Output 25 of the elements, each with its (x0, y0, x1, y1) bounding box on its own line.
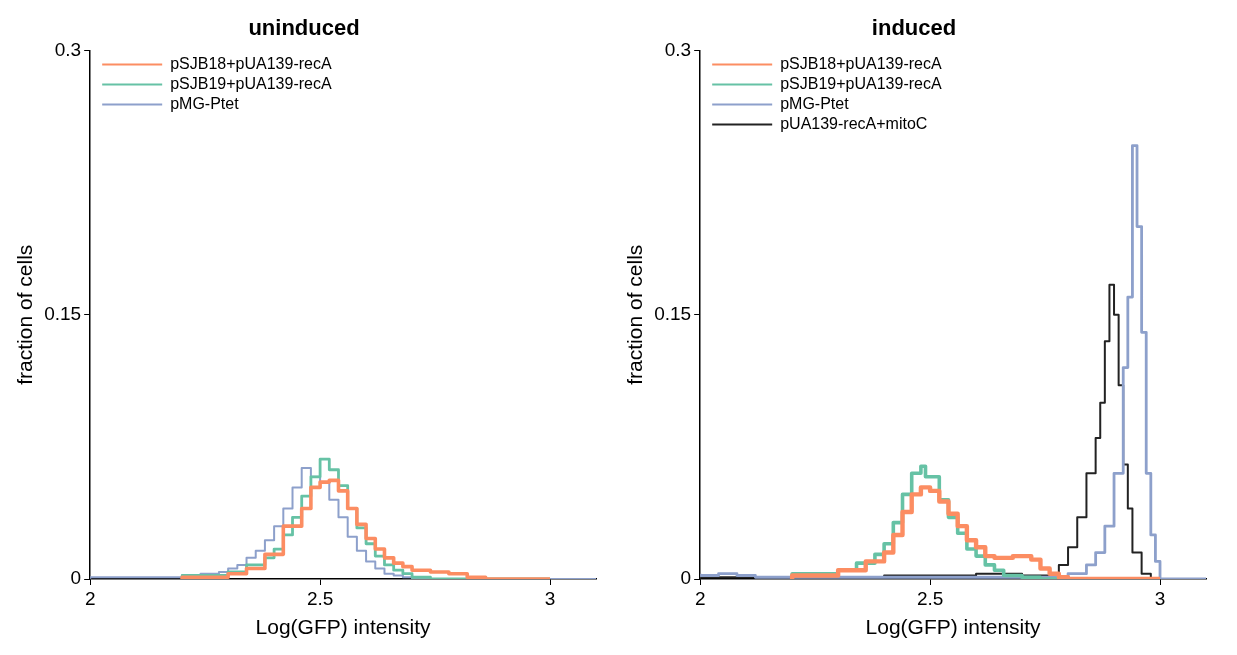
y-tick-label: 0.3 (54, 38, 82, 60)
x-tick-label: 3 (544, 587, 556, 609)
y-tick-label: 0.15 (654, 302, 692, 324)
x-tick-label: 2 (694, 587, 706, 609)
y-axis-title: fraction of cells (13, 244, 37, 385)
legend-label: pSJB19+pUA139-recA (780, 74, 942, 92)
chart-title: uninduced (248, 15, 360, 41)
y-tick-label: 0.3 (664, 38, 692, 60)
legend-label: pSJB18+pUA139-recA (170, 54, 332, 72)
chart-title: induced (871, 15, 957, 41)
legend-label: pSJB18+pUA139-recA (780, 54, 942, 72)
legend-label: pSJB19+pUA139-recA (170, 74, 332, 92)
x-tick-label: 2.5 (916, 587, 944, 609)
legend-label: pMG-Ptet (170, 94, 240, 112)
x-tick-label: 2 (84, 587, 96, 609)
legend-label: pUA139-recA+mitoC (780, 114, 928, 132)
x-axis-title: Log(GFP) intensity (255, 615, 432, 639)
x-axis-title: Log(GFP) intensity (865, 615, 1042, 639)
y-axis-title: fraction of cells (623, 244, 647, 385)
legend-label: pMG-Ptet (780, 94, 850, 112)
y-tick-label: 0.15 (44, 302, 82, 324)
x-tick-label: 2.5 (306, 587, 334, 609)
y-tick-label: 0 (70, 567, 82, 589)
x-tick-label: 3 (1154, 587, 1166, 609)
y-tick-label: 0 (680, 567, 692, 589)
